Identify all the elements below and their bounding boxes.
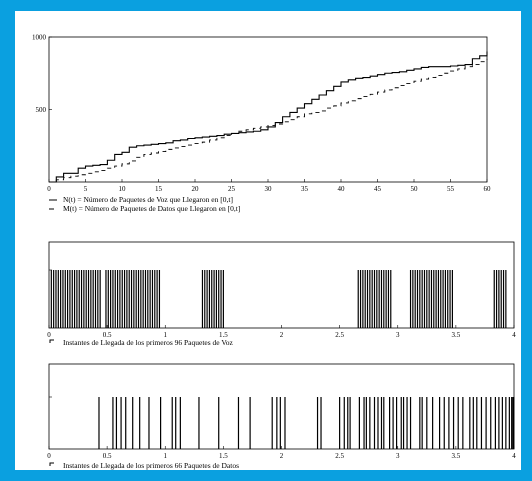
voice-arrivals-legend: Instantes de Llegada de los primeros 96 … <box>63 338 234 347</box>
legend-m-series: M(t) = Número de Paquetes de Datos que L… <box>63 204 240 213</box>
chart1-x-tick-label: 50 <box>411 185 419 193</box>
legend-step-icon <box>49 462 54 466</box>
legend-n-series: N(t) = Número de Paquetes de Voz que Lle… <box>63 195 233 204</box>
chart3-x-tick-label: 3 <box>396 452 400 460</box>
chart2-x-ticks: 0 0.5 1 1.5 2 2.5 3 3.5 4 <box>47 269 516 339</box>
chart1-x-tick-label: 5 <box>84 185 88 193</box>
chart3-x-tick-label: 1 <box>164 452 168 460</box>
chart1-x-tick-label: 0 <box>47 185 51 193</box>
chart3-x-tick-label: 1.5 <box>219 452 228 460</box>
chart1-y-tick-label: 1000 <box>32 34 47 42</box>
chart2-x-tick-label: 2.5 <box>335 331 344 339</box>
chart2-x-tick-label: 1.5 <box>219 331 228 339</box>
cumulative-arrivals-chart: 0 5 10 15 20 25 30 35 40 45 50 55 60 500 1000 N(t) = … <box>32 34 491 214</box>
chart2-x-tick-label: 3.5 <box>452 331 461 339</box>
chart1-x-tick-label: 25 <box>228 185 236 193</box>
chart1-series <box>49 51 488 183</box>
figure-panel-edge <box>11 11 15 470</box>
chart1-x-tick-label: 45 <box>374 185 382 193</box>
data-arrivals-legend: Instantes de Llegada de los primeros 66 … <box>63 461 239 470</box>
chart1-x-tick-label: 10 <box>119 185 127 193</box>
chart1-x-tick-label: 35 <box>301 185 309 193</box>
series-m-line <box>49 58 488 183</box>
series-n-line <box>49 51 488 183</box>
chart3-x-tick-label: 0 <box>47 452 51 460</box>
chart3-x-tick-label: 0.5 <box>103 452 112 460</box>
chart1-x-ticks: 0 5 10 15 20 25 30 35 40 45 50 55 60 <box>47 179 491 193</box>
chart1-x-tick-label: 55 <box>447 185 455 193</box>
chart2-plot-frame <box>48 241 515 329</box>
chart3-x-tick-label: 3.5 <box>452 452 461 460</box>
voice-arrivals-chart: 0 0.5 1 1.5 2 2.5 3 3.5 4 Instantes de Llegada d… <box>47 241 516 347</box>
legend-step-icon <box>49 339 54 343</box>
chart1-x-tick-label: 30 <box>265 185 273 193</box>
chart2-x-tick-label: 0 <box>47 331 51 339</box>
chart3-impulses <box>98 397 515 449</box>
chart3-x-tick-label: 4 <box>512 452 516 460</box>
data-arrivals-chart: 0 0.5 1 1.5 2 2.5 3 3.5 4 Instantes de Llegada d… <box>47 363 516 470</box>
figure-panel <box>11 11 521 470</box>
chart1-y-ticks: 500 1000 <box>32 34 52 114</box>
chart2-x-tick-label: 4 <box>512 331 516 339</box>
chart2-x-tick-label: 3 <box>396 331 400 339</box>
chart3-x-tick-label: 2.5 <box>335 452 344 460</box>
chart2-x-tick-label: 2 <box>280 331 284 339</box>
chart1-x-tick-label: 60 <box>484 185 492 193</box>
chart1-x-tick-label: 15 <box>155 185 163 193</box>
chart2-x-tick-label: 0.5 <box>103 331 112 339</box>
chart3-x-tick-label: 2 <box>280 452 284 460</box>
chart3-x-ticks: 0 0.5 1 1.5 2 2.5 3 3.5 4 <box>47 396 516 460</box>
chart2-x-tick-label: 1 <box>164 331 168 339</box>
chart1-x-tick-label: 40 <box>338 185 346 193</box>
chart1-y-tick-label: 500 <box>36 106 47 114</box>
chart2-impulses <box>50 270 507 328</box>
chart1-x-tick-label: 20 <box>192 185 200 193</box>
